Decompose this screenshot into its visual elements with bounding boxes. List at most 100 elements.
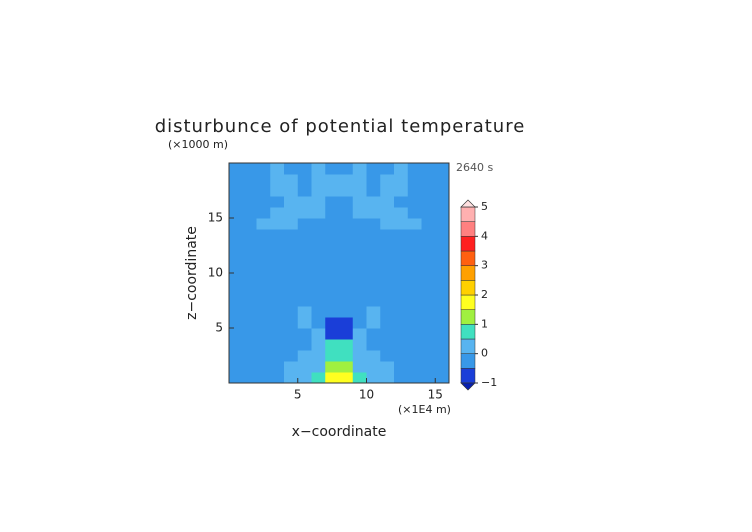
field-cell <box>339 207 354 219</box>
field-cell <box>435 372 450 384</box>
field-cell <box>270 196 285 208</box>
colorbar-band <box>460 294 476 310</box>
field-cell <box>380 196 395 208</box>
field-cell <box>366 196 381 208</box>
field-cell <box>270 262 285 274</box>
field-cell <box>256 306 271 318</box>
field-cell <box>352 306 367 318</box>
field-cell <box>242 339 257 351</box>
field-cell <box>256 185 271 197</box>
field-cell <box>366 372 381 384</box>
field-cell <box>229 306 244 318</box>
field-cell <box>380 284 395 296</box>
field-cell <box>242 273 257 285</box>
colorbar-band <box>460 221 476 237</box>
field-cell <box>325 350 340 362</box>
field-cell <box>394 284 409 296</box>
field-cell <box>270 218 285 230</box>
field-cell <box>256 174 271 186</box>
field-cell <box>394 372 409 384</box>
x-tick-label: 5 <box>294 388 302 402</box>
field-cell <box>325 339 340 351</box>
field-cell <box>229 196 244 208</box>
field-cell <box>380 174 395 186</box>
field-cell <box>284 339 299 351</box>
field-cell <box>421 251 436 263</box>
field-cell <box>366 350 381 362</box>
field-cell <box>242 317 257 329</box>
field-cell <box>366 207 381 219</box>
field-cell <box>311 207 326 219</box>
field-cell <box>325 218 340 230</box>
field-cell <box>380 317 395 329</box>
field-cell <box>256 372 271 384</box>
field-cell <box>380 262 395 274</box>
field-cell <box>229 273 244 285</box>
field-cell <box>366 218 381 230</box>
field-cell <box>394 295 409 307</box>
colorbar-tick-label: −1 <box>481 376 497 389</box>
field-cell <box>380 350 395 362</box>
field-cell <box>394 339 409 351</box>
field-cell <box>339 361 354 373</box>
colorbar-tick-label: 4 <box>481 229 488 242</box>
field-cell <box>435 361 450 373</box>
field-cell <box>352 196 367 208</box>
field-cell <box>284 306 299 318</box>
field-cell <box>339 295 354 307</box>
field-cell <box>339 196 354 208</box>
field-cell <box>311 328 326 340</box>
field-cell <box>339 273 354 285</box>
field-cell <box>407 174 422 186</box>
field-cell <box>394 317 409 329</box>
field-cell <box>352 328 367 340</box>
field-cell <box>229 163 244 175</box>
field-cell <box>435 207 450 219</box>
field-cell <box>242 163 257 175</box>
field-cell <box>270 317 285 329</box>
colorbar-band <box>460 353 476 369</box>
field-cell <box>421 262 436 274</box>
field-cell <box>311 196 326 208</box>
field-cell <box>352 207 367 219</box>
field-cell <box>407 317 422 329</box>
field-cell <box>325 229 340 241</box>
colorbar-band <box>460 280 476 296</box>
field-cell <box>352 240 367 252</box>
field-cell <box>352 262 367 274</box>
field-cell <box>435 218 450 230</box>
field-cell <box>270 284 285 296</box>
field-cell <box>284 240 299 252</box>
field-cell <box>229 207 244 219</box>
field-cell <box>311 185 326 197</box>
field-cell <box>297 339 312 351</box>
field-cell <box>311 317 326 329</box>
field-cell <box>407 306 422 318</box>
field-cell <box>366 361 381 373</box>
field-cell <box>352 295 367 307</box>
field-cell <box>380 207 395 219</box>
field-cell <box>394 273 409 285</box>
field-cell <box>297 350 312 362</box>
field-cell <box>339 174 354 186</box>
field-cell <box>311 284 326 296</box>
field-cell <box>311 295 326 307</box>
field-cell <box>229 339 244 351</box>
field-cell <box>407 229 422 241</box>
colorbar-tick-label: 1 <box>481 317 488 330</box>
field-cell <box>229 350 244 362</box>
field-cell <box>256 328 271 340</box>
field-cell <box>229 328 244 340</box>
field-cell <box>325 196 340 208</box>
field-cell <box>256 350 271 362</box>
field-cell <box>325 284 340 296</box>
field-cell <box>339 328 354 340</box>
field-cell <box>284 174 299 186</box>
field-cell <box>270 207 285 219</box>
field-cell <box>311 262 326 274</box>
field-cell <box>229 229 244 241</box>
field-cell <box>229 317 244 329</box>
field-cell <box>394 361 409 373</box>
field-cell <box>297 361 312 373</box>
